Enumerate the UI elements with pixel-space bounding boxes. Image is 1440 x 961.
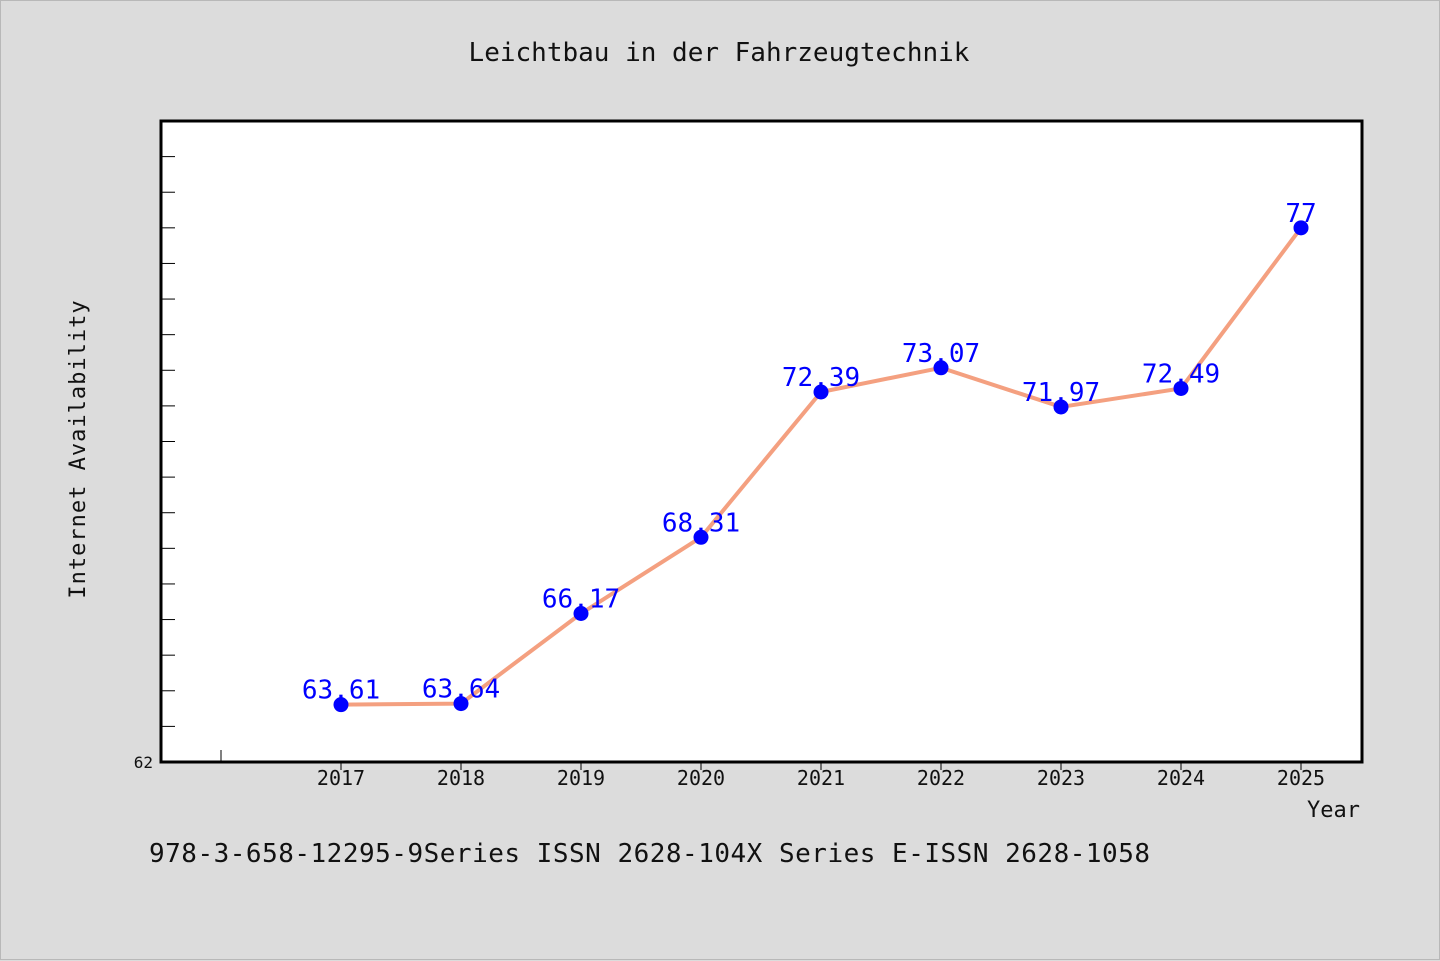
footer-isbn-text: 978-3-658-12295-9Series ISSN 2628-104X S…	[149, 839, 1151, 869]
data-point-2020	[693, 529, 709, 545]
y-axis-label: Internet Availability	[66, 299, 91, 598]
x-tick-label-2021: 2021	[797, 766, 845, 790]
x-tick-label-2020: 2020	[677, 766, 725, 790]
x-tick-label-2025: 2025	[1277, 766, 1325, 790]
x-tick-label-2024: 2024	[1157, 766, 1205, 790]
data-label-2019: 66.17	[542, 585, 620, 615]
data-labels: 63.61 63.64 66.17 68.31 72.39 73.07 71.97 72.49…	[302, 199, 1317, 706]
x-tick-label-2023: 2023	[1037, 766, 1085, 790]
data-label-2021: 72.39	[782, 363, 860, 393]
chart-title: Leichtbau in der Fahrzeugtechnik	[469, 38, 970, 68]
x-axis-tick-labels: 2017 2018 2019 2020 2021 2022 2023 2024 2025	[317, 766, 1325, 790]
data-point-2023	[1053, 399, 1069, 415]
data-label-2025: 77	[1285, 199, 1316, 229]
x-tick-label-2022: 2022	[917, 766, 965, 790]
y-axis-ticks	[161, 156, 175, 727]
data-label-2022: 73.07	[902, 339, 980, 369]
series-markers	[333, 220, 1309, 713]
y-axis-min-label: 62	[134, 753, 153, 772]
data-point-2019	[573, 606, 589, 622]
x-axis-label: Year	[1307, 798, 1360, 823]
x-tick-label-2018: 2018	[437, 766, 485, 790]
data-label-2024: 72.49	[1142, 359, 1220, 389]
plot-area	[159, 119, 1364, 764]
data-point-2022	[933, 360, 949, 376]
data-point-2021	[813, 384, 829, 400]
x-axis-ticks	[220, 750, 1302, 770]
data-label-2023: 71.97	[1022, 378, 1100, 408]
data-label-2017: 63.61	[302, 676, 380, 706]
data-label-2018: 63.64	[422, 675, 500, 705]
x-tick-label-2017: 2017	[317, 766, 365, 790]
data-label-2020: 68.31	[662, 508, 740, 538]
x-tick-label-2019: 2019	[557, 766, 605, 790]
data-point-2025	[1293, 220, 1309, 236]
data-point-2024	[1173, 380, 1189, 396]
data-point-2017	[333, 697, 349, 713]
data-point-2018	[453, 696, 469, 712]
